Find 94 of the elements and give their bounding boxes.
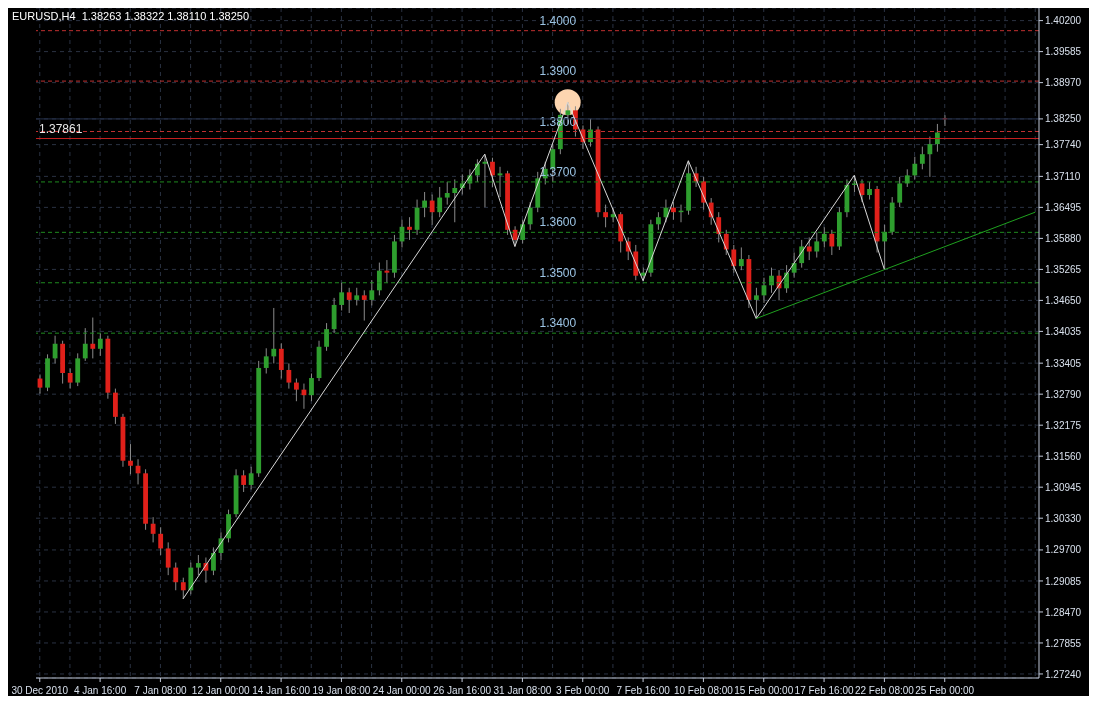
candlestick	[821, 226, 827, 248]
y-tick-label: 1.29700	[1045, 544, 1082, 556]
y-tick-label: 1.30945	[1045, 481, 1082, 493]
candlestick	[754, 287, 759, 320]
candlestick	[67, 367, 73, 390]
x-tick-label: 10 Feb 08:00	[673, 685, 734, 696]
ref-line-label: 1.3600	[539, 215, 577, 230]
candlestick	[150, 516, 156, 543]
y-tick-label: 1.35880	[1045, 232, 1082, 244]
x-tick-label: 15 Feb 00:00	[734, 685, 794, 696]
x-tick-label: 19 Jan 08:00	[312, 685, 371, 696]
candlestick	[294, 378, 299, 402]
y-tick-label: 1.34035	[1045, 325, 1082, 337]
x-tick-label: 12 Jan 00:00	[191, 685, 251, 696]
candlestick	[814, 231, 820, 259]
ref-line-label: 1.3400	[539, 316, 577, 331]
x-tick-label: 22 Feb 08:00	[854, 685, 915, 696]
candlestick	[195, 554, 201, 576]
x-tick-label: 24 Jan 00:00	[372, 685, 432, 696]
candlestick	[286, 362, 292, 390]
candlestick	[829, 229, 835, 256]
x-tick-label: 7 Jan 08:00	[134, 685, 187, 696]
y-tick-label: 1.32790	[1045, 388, 1082, 400]
y-tick-label: 1.27855	[1045, 637, 1082, 649]
candlestick	[173, 562, 179, 591]
ref-line-label: 1.3500	[539, 265, 577, 280]
candlestick	[346, 287, 352, 314]
y-tick-label: 1.28470	[1045, 606, 1082, 618]
x-tick-label: 7 Feb 16:00	[616, 685, 671, 696]
candlestick	[339, 282, 345, 311]
y-tick-label: 1.36495	[1045, 201, 1082, 213]
x-tick-label: 3 Feb 00:00	[556, 685, 610, 696]
y-tick-label: 1.33405	[1045, 357, 1082, 369]
candlestick	[82, 327, 88, 362]
chart-title: EURUSD,H4 1.38263 1.38322 1.38110 1.38250	[12, 10, 250, 22]
y-tick-label: 1.32175	[1045, 419, 1082, 431]
y-tick-label: 1.35265	[1045, 263, 1082, 275]
candlestick	[158, 526, 164, 556]
candlestick	[248, 466, 254, 490]
ref-line-label: 1.4000	[539, 13, 577, 28]
candlestick	[806, 236, 812, 261]
candlestick	[97, 332, 103, 357]
candlestick	[490, 157, 495, 188]
y-tick-label: 1.34650	[1045, 294, 1082, 306]
candlestick	[603, 204, 608, 228]
candlestick	[407, 216, 412, 241]
candlestick	[241, 469, 247, 493]
candlestick	[211, 546, 216, 576]
candlestick	[324, 322, 329, 352]
x-tick-label: 14 Jan 16:00	[252, 685, 311, 696]
candlestick	[278, 342, 284, 380]
ref-line-label: 1.3900	[539, 64, 577, 79]
ref-line-label: 1.37861	[39, 121, 83, 136]
candlestick	[128, 443, 133, 475]
candlestick	[882, 224, 888, 271]
candlestick	[369, 279, 375, 306]
candlestick	[188, 562, 194, 595]
x-tick-label: 4 Jan 16:00	[73, 685, 127, 696]
y-tick-label: 1.30330	[1045, 512, 1082, 524]
candlestick	[180, 577, 186, 600]
x-tick-label: 30 Dec 2010	[11, 685, 69, 696]
x-tick-label: 31 Jan 08:00	[493, 685, 552, 696]
candlestick	[791, 252, 797, 279]
candlestick	[165, 541, 171, 576]
candlestick	[912, 156, 918, 180]
candlestick	[90, 317, 96, 359]
y-tick-label: 1.37110	[1045, 170, 1081, 182]
candlestick	[731, 244, 737, 274]
candlestick	[437, 186, 443, 218]
y-tick-label: 1.40200	[1045, 15, 1082, 27]
candlestick	[927, 136, 933, 178]
candlestick	[588, 118, 593, 148]
y-tick-label: 1.37740	[1045, 139, 1082, 151]
y-tick-label: 1.27240	[1045, 668, 1082, 680]
candlestick	[738, 246, 744, 271]
y-tick-label: 1.38250	[1045, 113, 1082, 125]
candlestick	[444, 181, 450, 206]
y-tick-label: 1.29085	[1045, 575, 1082, 587]
x-tick-label: 26 Jan 16:00	[433, 685, 492, 696]
candlestick	[452, 178, 458, 223]
y-tick-label: 1.31560	[1045, 450, 1082, 462]
candlestick	[361, 289, 367, 322]
candlestick	[271, 307, 277, 364]
y-tick-label: 1.38970	[1045, 77, 1082, 89]
candlestick	[309, 373, 314, 402]
candlestick	[919, 146, 925, 170]
x-tick-label: 17 Feb 16:00	[794, 685, 854, 696]
y-tick-label: 1.39585	[1045, 46, 1082, 58]
candlestick	[376, 262, 382, 296]
candlestick	[429, 194, 435, 226]
candlestick	[897, 176, 903, 208]
candlestick	[422, 191, 428, 218]
candlestick	[263, 347, 269, 374]
x-tick-label: 25 Feb 00:00	[915, 685, 975, 696]
